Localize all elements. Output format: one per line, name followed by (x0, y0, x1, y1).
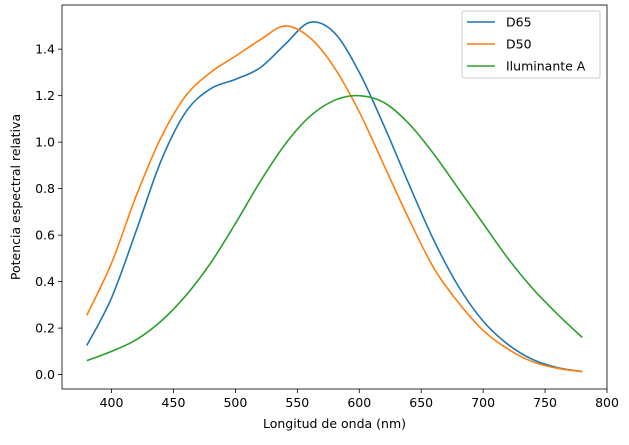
y-tick-label: 0.2 (35, 321, 55, 336)
legend-frame (461, 10, 601, 79)
x-tick-label: 700 (471, 395, 495, 410)
y-tick-label: 1.4 (35, 42, 55, 57)
x-axis-label: Longitud de onda (nm) (263, 416, 406, 431)
y-tick-label: 1.0 (35, 135, 55, 150)
y-tick-label: 0.8 (35, 181, 55, 196)
legend-label: D50 (506, 37, 532, 52)
series-line-d65 (86, 21, 583, 373)
x-tick-label: 800 (595, 395, 619, 410)
series-line-d50 (86, 25, 583, 373)
x-tick-label: 600 (347, 395, 371, 410)
y-tick-label: 0.4 (35, 274, 55, 289)
x-tick-label: 400 (100, 395, 124, 410)
x-tick-label: 550 (285, 395, 309, 410)
series-line-iluminante-a (86, 94, 583, 362)
x-tick-label: 450 (162, 395, 186, 410)
legend-label: Iluminante A (506, 59, 586, 74)
x-tick-label: 650 (409, 395, 433, 410)
y-tick-label: 1.2 (35, 88, 55, 103)
x-tick-label: 750 (533, 395, 557, 410)
y-tick-label: 0.6 (35, 228, 55, 243)
y-axis-label: Potencia espectral relativa (8, 114, 23, 280)
plot-frame (61, 4, 608, 390)
legend: D65 D50 Iluminante A (461, 10, 601, 79)
y-tick-label: 0.0 (35, 367, 55, 382)
x-tick-label: 500 (223, 395, 247, 410)
legend-label: D65 (506, 15, 532, 30)
